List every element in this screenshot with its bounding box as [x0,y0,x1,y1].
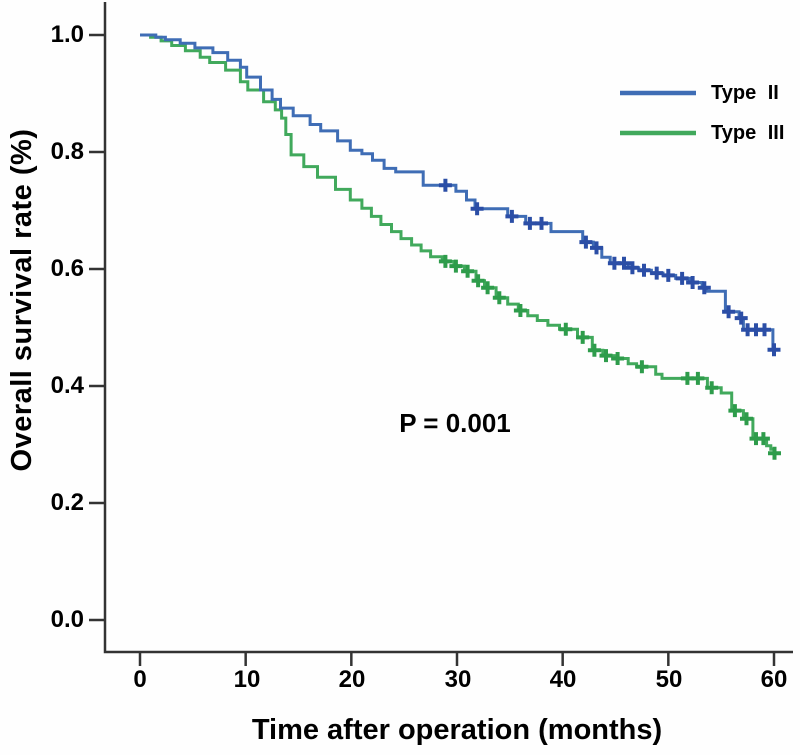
legend-label-type-iii: Type III [711,122,785,144]
censor-mark-type-iii [471,274,485,288]
y-tick-label-0.2: 0.2 [50,489,84,516]
survival-curve-type-iii [140,33,778,455]
censor-mark-type-ii [675,271,689,285]
censor-mark-type-ii [661,268,675,282]
x-tick-label-60: 60 [760,666,788,693]
censor-mark-type-ii [637,263,651,277]
censor-mark-type-ii [767,343,781,357]
censor-mark-type-iii [513,304,527,317]
censor-mark-type-iii [576,330,590,344]
censor-mark-type-iii [461,264,475,278]
y-tick-label-0.6: 0.6 [50,255,84,282]
censor-mark-type-ii [579,235,593,249]
p-value-annotation: P = 0.001 [399,408,511,438]
censor-mark-type-ii [650,266,664,280]
x-axis-title: Time after operation (months) [251,714,663,746]
censor-mark-type-ii [523,216,537,230]
censor-mark-type-ii [438,178,452,192]
censor-mark-type-iii [756,432,770,446]
censor-mark-type-ii [590,241,603,255]
y-tick-label-0.0: 0.0 [50,606,84,633]
censor-mark-type-iii [740,412,753,426]
censor-mark-type-ii [505,209,519,223]
censor-mark-type-ii [734,311,748,325]
x-tick-label-10: 10 [233,666,261,693]
censor-mark-type-iii [438,254,452,268]
censor-mark-type-iii [705,381,719,395]
censor-mark-type-ii [470,202,484,216]
censor-mark-type-ii [617,256,631,270]
y-tick-label-0.8: 0.8 [50,138,84,165]
censor-mark-type-iii [728,404,742,418]
x-tick-label-40: 40 [549,666,577,693]
censor-mark-type-iii [691,371,705,385]
censor-mark-type-iii [611,352,625,365]
censor-mark-type-ii [758,323,771,337]
censor-mark-type-iii [635,360,649,374]
censor-mark-type-iii [587,343,601,357]
x-tick-label-30: 30 [444,666,472,693]
censor-mark-type-iii [449,259,463,273]
y-tick-label-1.0: 1.0 [50,21,84,48]
censor-mark-type-iii [492,291,506,305]
censor-mark-type-ii [625,261,639,275]
censor-mark-type-ii [697,281,711,295]
y-tick-label-0.4: 0.4 [50,372,84,399]
censor-mark-type-ii [686,276,700,289]
censor-mark-type-iii [768,446,781,460]
censor-mark-type-iii [599,349,613,363]
censor-mark-type-iii [559,322,573,336]
survival-curve-type-ii [140,33,777,352]
axis-lines [103,2,793,654]
legend-label-type-ii: Type II [711,82,779,104]
censor-mark-type-ii [722,305,736,319]
y-axis-title: Overall survival rate (%) [6,128,38,472]
censor-mark-type-iii [481,281,495,295]
x-tick-label-0: 0 [133,666,147,693]
x-tick-label-20: 20 [338,666,366,693]
censor-mark-type-ii [535,216,548,230]
x-tick-label-50: 50 [655,666,683,693]
